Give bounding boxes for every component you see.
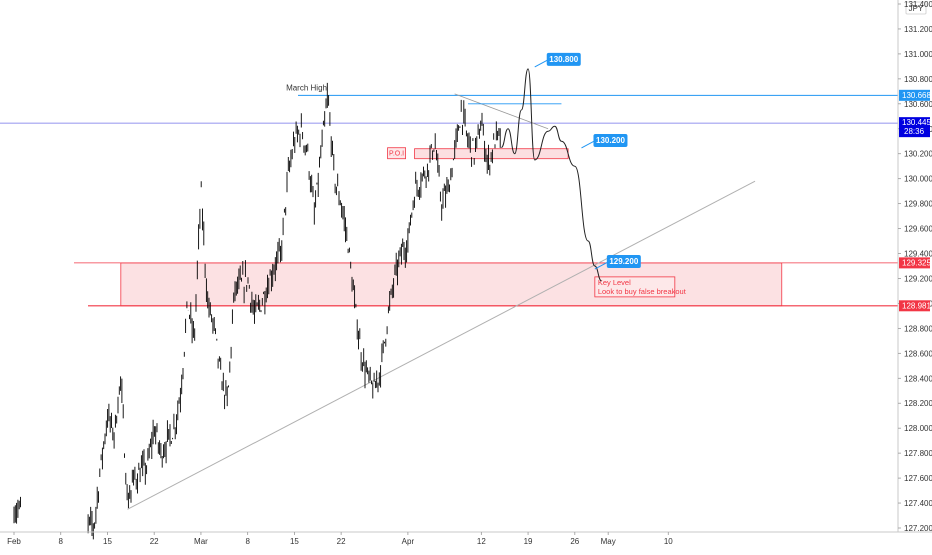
consolidation-line — [454, 93, 549, 130]
key-level-label-box — [594, 276, 676, 298]
ascending-trendline — [127, 180, 756, 510]
y-tick-label: 129.600 — [904, 225, 932, 234]
callout-pointer — [594, 261, 610, 270]
price-tag — [899, 257, 930, 269]
candles-layer — [13, 82, 501, 540]
x-tick-label: May — [601, 537, 616, 546]
key-level-label: Key Level — [598, 278, 631, 287]
x-tick-label: 22 — [337, 537, 346, 546]
y-tick-label: 127.200 — [904, 524, 932, 533]
price-tag-label: 128.981 — [902, 301, 931, 310]
projection-layer — [501, 68, 602, 282]
key-level-zone — [120, 262, 783, 307]
callout-label: 129.200 — [609, 257, 638, 266]
x-tick-label: 15 — [103, 537, 112, 546]
y-tick-label: 127.600 — [904, 474, 932, 483]
x-tick-label: 15 — [290, 537, 299, 546]
y-tick-label: 128.000 — [904, 424, 932, 433]
y-tick-label: 128.600 — [904, 349, 932, 358]
x-tick-label: 26 — [570, 537, 579, 546]
currency-label: JPY — [909, 4, 924, 13]
callout-pointer — [534, 58, 549, 68]
y-tick-label: 131.000 — [904, 50, 932, 59]
price-tag-countdown: 28:36 — [904, 127, 925, 136]
y-tick-label: 128.200 — [904, 399, 932, 408]
currency-label-box — [905, 1, 927, 15]
y-tick-label: 128.800 — [904, 324, 932, 333]
y-tick-label: 131.200 — [904, 25, 932, 34]
y-tick-label: 130.800 — [904, 75, 932, 84]
price-tag — [899, 117, 930, 138]
candles — [13, 82, 501, 540]
x-tick-label: 19 — [524, 537, 533, 546]
x-tick-label: 10 — [664, 537, 673, 546]
price-tag-label: 130.668 — [902, 91, 931, 100]
callout-box — [593, 133, 628, 147]
callout-pointer — [581, 140, 596, 149]
lines-layer — [0, 93, 898, 510]
price-tag-label: 130.445 — [902, 118, 931, 127]
annotations-layer: March High 130.800 130.200 129.200 — [286, 52, 641, 270]
march-high-label: March High — [286, 83, 327, 92]
x-tick-label: 12 — [477, 537, 486, 546]
y-tick-label: 129.400 — [904, 250, 932, 259]
callout-label: 130.200 — [596, 136, 625, 145]
x-tick-label: 22 — [150, 537, 159, 546]
x-tick-label: Feb — [7, 537, 21, 546]
key-level-sublabel: Look to buy false breakout — [598, 287, 687, 296]
y-tick-label: 128.400 — [904, 374, 932, 383]
y-tick-label: 127.400 — [904, 499, 932, 508]
y-tick-label: 130.000 — [904, 175, 932, 184]
poi-label-box — [387, 147, 406, 160]
poi-label: P.O.I — [389, 151, 404, 158]
price-tag — [899, 300, 930, 312]
price-tag-label: 129.325 — [902, 258, 931, 267]
callout-box — [546, 52, 581, 66]
y-tick-label: 129.200 — [904, 274, 932, 283]
x-tick-label: 8 — [59, 537, 64, 546]
y-tick-label: 130.600 — [904, 100, 932, 109]
projection-path — [501, 68, 602, 282]
price-tag — [899, 89, 930, 101]
x-tick-label: Apr — [402, 537, 415, 546]
y-tick-label: 131.400 — [904, 0, 932, 9]
callout-label: 130.800 — [549, 55, 578, 64]
callout-box — [606, 255, 641, 269]
x-tick-label: 8 — [245, 537, 250, 546]
y-tick-label: 129.800 — [904, 200, 932, 209]
x-tick-label: Mar — [194, 537, 208, 546]
y-tick-label: 127.800 — [904, 449, 932, 458]
y-tick-label: 130.200 — [904, 150, 932, 159]
